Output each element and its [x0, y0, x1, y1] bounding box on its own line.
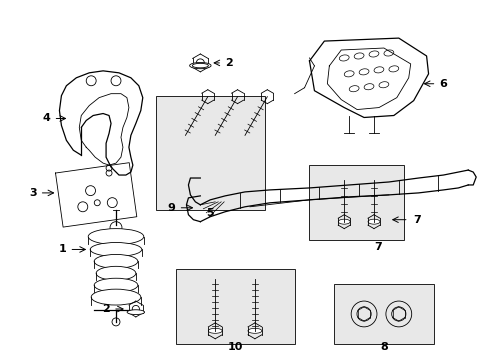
Ellipse shape	[344, 71, 353, 77]
Text: 8: 8	[379, 342, 387, 352]
Ellipse shape	[378, 82, 388, 88]
Ellipse shape	[94, 278, 138, 292]
Ellipse shape	[90, 243, 142, 256]
Bar	[175, 269, 294, 344]
Text: 2: 2	[102, 304, 110, 314]
Ellipse shape	[91, 289, 141, 305]
Text: 2: 2	[224, 58, 232, 68]
Ellipse shape	[208, 328, 222, 333]
Ellipse shape	[339, 55, 348, 61]
Ellipse shape	[189, 63, 211, 69]
Ellipse shape	[96, 266, 136, 280]
Text: 3: 3	[29, 188, 37, 198]
Bar	[309, 165, 403, 239]
Ellipse shape	[348, 86, 358, 92]
Ellipse shape	[192, 63, 208, 68]
Bar	[334, 284, 433, 344]
Bar	[155, 96, 264, 210]
Ellipse shape	[88, 229, 143, 244]
Ellipse shape	[358, 69, 368, 75]
Ellipse shape	[127, 310, 144, 315]
Ellipse shape	[367, 219, 379, 224]
Ellipse shape	[388, 66, 398, 72]
Ellipse shape	[94, 255, 138, 268]
Ellipse shape	[373, 67, 383, 73]
Text: 7: 7	[373, 243, 381, 252]
Ellipse shape	[368, 51, 378, 57]
Text: 4: 4	[42, 113, 50, 123]
Ellipse shape	[338, 219, 349, 224]
Text: 5: 5	[206, 208, 214, 218]
Text: 1: 1	[59, 244, 66, 255]
Ellipse shape	[383, 50, 393, 56]
Text: 6: 6	[439, 79, 447, 89]
Text: 10: 10	[227, 342, 242, 352]
Ellipse shape	[364, 84, 373, 90]
Ellipse shape	[353, 53, 363, 59]
Text: 7: 7	[413, 215, 421, 225]
Text: 9: 9	[167, 203, 175, 213]
Ellipse shape	[247, 328, 262, 333]
